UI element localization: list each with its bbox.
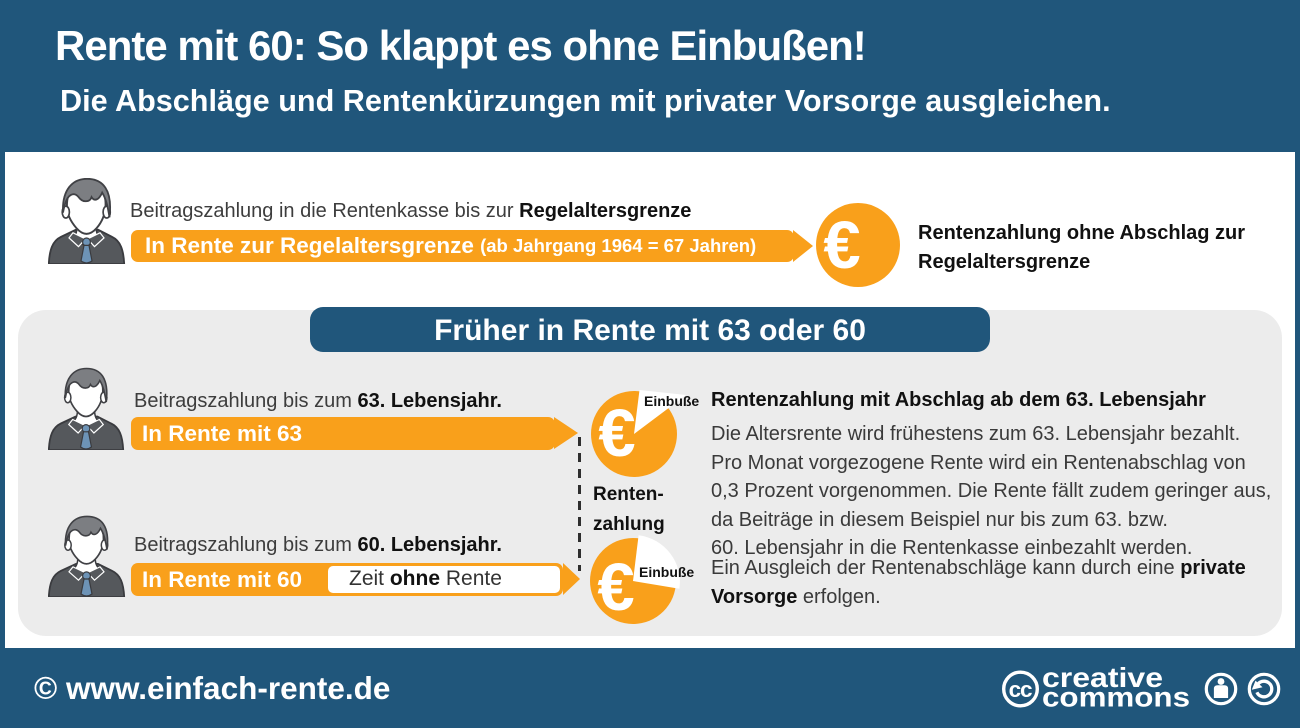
svg-text:commons: commons	[1042, 682, 1190, 713]
svg-text:€: €	[598, 396, 635, 471]
svg-text:creative: creative	[1042, 662, 1163, 693]
svg-text:cc: cc	[1009, 677, 1032, 702]
svg-text:€: €	[597, 550, 634, 625]
